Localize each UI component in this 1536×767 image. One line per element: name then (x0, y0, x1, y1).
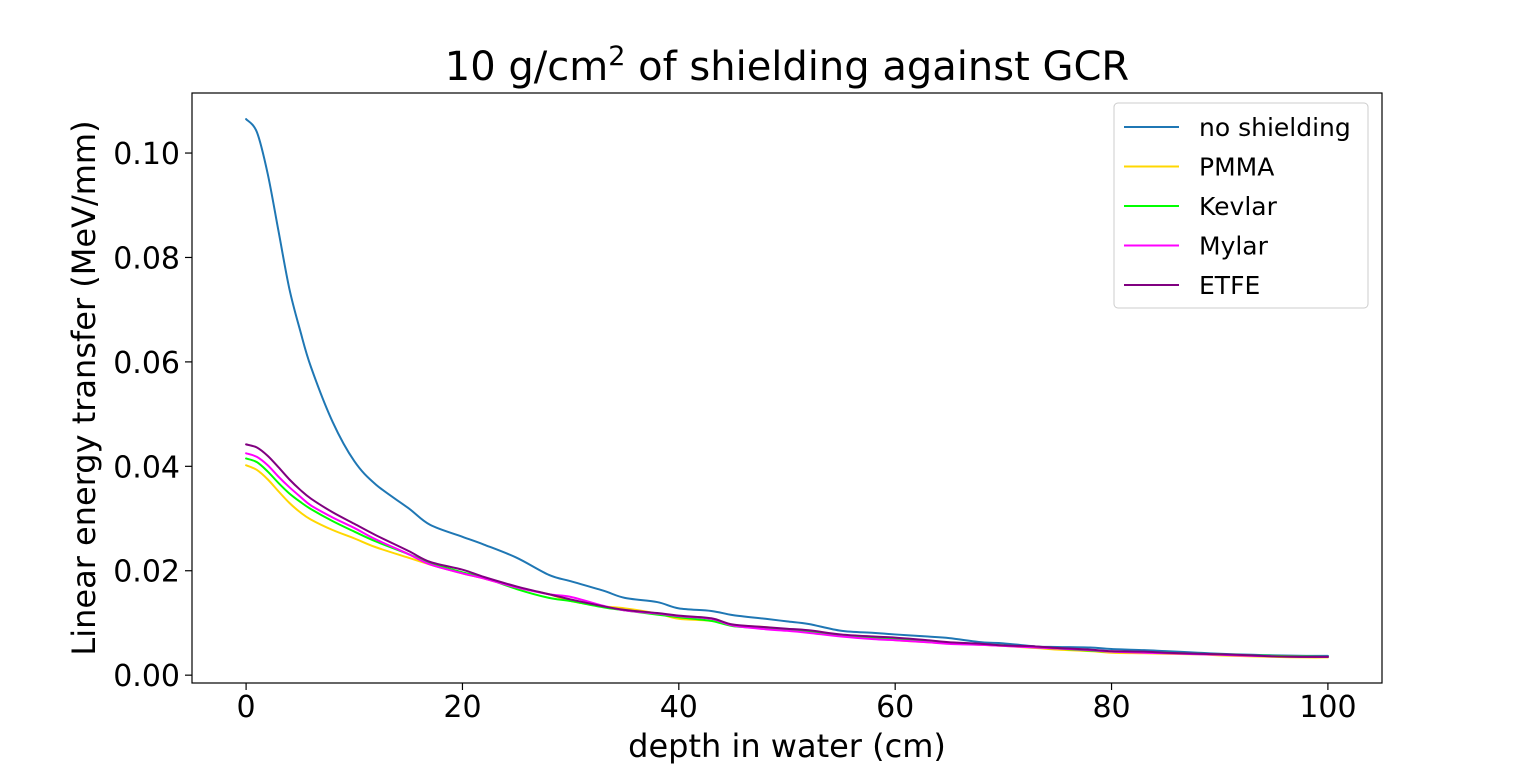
legend: no shielding PMMA Kevlar Mylar ETFE (1113, 102, 1369, 309)
series-line-etfe (245, 443, 1329, 658)
legend-items: no shielding PMMA Kevlar Mylar ETFE (1124, 113, 1351, 300)
chart-title-superscript: 2 (608, 41, 625, 72)
y-tick-label: 0.10 (113, 137, 180, 172)
x-tick-label: 100 (1299, 690, 1356, 725)
y-tick-label: 0.04 (113, 450, 180, 485)
y-tick-label: 0.08 (113, 241, 180, 276)
x-tick-label: 20 (443, 690, 481, 725)
series-layer (245, 118, 1329, 659)
y-axis: 0.00 0.02 0.04 0.06 0.08 0.10 (113, 137, 192, 694)
x-tick-label: 0 (237, 690, 256, 725)
y-axis-label: Linear energy transfer (MeV/mm) (65, 120, 103, 655)
series-line-no-shielding (245, 118, 1329, 657)
legend-box (1113, 102, 1369, 309)
x-tick-label: 60 (876, 690, 914, 725)
legend-label-kevlar: Kevlar (1199, 192, 1278, 221)
x-tick-label: 80 (1092, 690, 1130, 725)
chart-title-rest: of shielding against GCR (625, 44, 1129, 90)
legend-label-no-shielding: no shielding (1199, 113, 1351, 142)
legend-label-pmma: PMMA (1199, 153, 1274, 182)
plot-frame (191, 92, 1383, 684)
y-tick-label: 0.02 (113, 555, 180, 590)
legend-label-mylar: Mylar (1199, 232, 1269, 261)
x-axis-label: depth in water (cm) (628, 727, 946, 765)
plot-area (191, 92, 1383, 684)
chart-title: 10 g/cm2 of shielding against GCR (445, 41, 1129, 90)
chart-title-main: 10 g/cm (445, 44, 608, 90)
x-axis: 0 20 40 60 80 100 (237, 683, 1357, 725)
x-tick-label: 40 (660, 690, 698, 725)
y-tick-label: 0.00 (113, 659, 180, 694)
legend-label-etfe: ETFE (1199, 271, 1260, 300)
y-tick-label: 0.06 (113, 346, 180, 381)
